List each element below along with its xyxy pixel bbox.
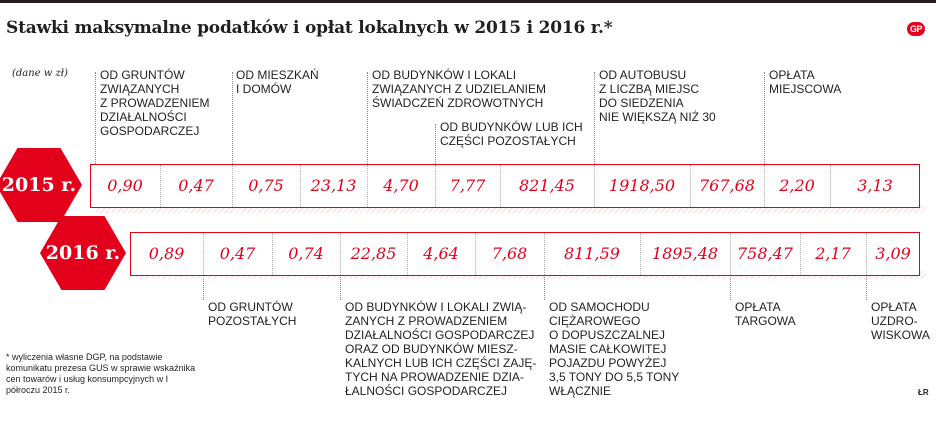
guide-line-bottom-2 — [340, 260, 341, 300]
value-2015-2: 0,47 — [178, 176, 214, 195]
cell-separator — [764, 165, 765, 207]
value-2015-6: 7,77 — [449, 176, 486, 195]
guide-line-top-2 — [232, 72, 233, 164]
band-shadow-2015 — [96, 205, 926, 213]
value-2015-10: 2,20 — [779, 176, 815, 195]
value-2016-4: 22,85 — [350, 244, 397, 263]
cell-separator — [272, 233, 273, 275]
values-band-2015 — [90, 164, 920, 208]
values-band-2016 — [130, 232, 920, 276]
footnote: * wyliczenia własne DGP, na podstawie ko… — [6, 352, 196, 395]
category-label-bottom-2: OD BUDYNKÓW I LOKALI ZWIĄ- ZANYCH Z PROW… — [345, 300, 537, 398]
value-2016-10: 2,17 — [815, 244, 851, 263]
guide-line-top-4 — [435, 124, 436, 164]
cell-separator — [367, 165, 368, 207]
units-note: (dane w zł) — [12, 68, 68, 79]
value-2015-1: 0,90 — [107, 176, 143, 195]
value-2015-11: 3,13 — [857, 176, 893, 195]
guide-line-bottom-5 — [866, 260, 867, 300]
year-badge-2015: 2015 r. — [0, 148, 82, 222]
cell-separator — [203, 233, 204, 275]
cell-separator — [866, 233, 867, 275]
value-2015-8: 1918,50 — [608, 176, 676, 195]
top-rule — [0, 0, 936, 3]
year-badge-2016: 2016 r. — [40, 216, 126, 290]
category-label-bottom-5: OPŁATA UZDRO- WISKOWA — [871, 300, 930, 342]
author-credit: ŁR — [918, 388, 929, 397]
guide-line-bottom-3 — [544, 260, 545, 300]
value-2016-2: 0,47 — [219, 244, 256, 263]
category-label-top-5: OD AUTOBUSU Z LICZBĄ MIEJSC DO SIEDZENIA… — [599, 68, 716, 124]
value-2016-7: 811,59 — [564, 244, 620, 263]
value-2016-3: 0,74 — [288, 244, 324, 263]
publisher-logo: GP — [907, 22, 925, 36]
guide-line-top-6 — [764, 72, 765, 164]
cell-separator — [160, 165, 161, 207]
guide-line-bottom-4 — [730, 260, 731, 300]
chart-title: Stawki maksymalne podatków i opłat lokal… — [6, 18, 613, 38]
cell-separator — [475, 233, 476, 275]
value-2015-4: 23,13 — [310, 176, 357, 195]
cell-separator — [232, 165, 233, 207]
category-label-top-6: OPŁATA MIEJSCOWA — [769, 68, 842, 96]
category-label-top-2: OD MIESZKAŃ I DOMÓW — [236, 68, 319, 96]
value-2015-3: 0,75 — [248, 176, 284, 195]
value-2016-6: 7,68 — [491, 244, 528, 263]
category-label-bottom-3: OD SAMOCHODU CIĘŻAROWEGO O DOPUSZCZALNEJ… — [549, 300, 680, 398]
cell-separator — [730, 233, 731, 275]
value-2015-7: 821,45 — [519, 176, 575, 195]
cell-separator — [594, 165, 595, 207]
cell-separator — [435, 165, 436, 207]
cell-separator — [640, 233, 641, 275]
category-label-bottom-1: OD GRUNTÓW POZOSTAŁYCH — [208, 300, 297, 328]
value-2015-9: 767,68 — [699, 176, 755, 195]
cell-separator — [300, 165, 301, 207]
cell-separator — [800, 233, 801, 275]
guide-line-top-3 — [367, 72, 368, 164]
cell-separator — [407, 233, 408, 275]
value-2015-5: 4,70 — [383, 176, 419, 195]
cell-separator — [544, 233, 545, 275]
cell-separator — [830, 165, 831, 207]
category-label-top-4: OD BUDYNKÓW LUB ICH CZĘŚCI POZOSTAŁYCH — [440, 120, 583, 148]
cell-separator — [500, 165, 501, 207]
guide-line-top-1 — [95, 72, 96, 164]
value-2016-11: 3,09 — [875, 244, 911, 263]
value-2016-9: 758,47 — [737, 244, 793, 263]
category-label-bottom-4: OPŁATA TARGOWA — [735, 300, 796, 328]
cell-separator — [340, 233, 341, 275]
value-2016-1: 0,89 — [148, 244, 185, 263]
value-2016-8: 1895,48 — [651, 244, 719, 263]
category-label-top-1: OD GRUNTÓW ZWIĄZANYCH Z PROWADZENIEM DZI… — [100, 68, 210, 138]
cell-separator — [690, 165, 691, 207]
guide-line-top-5 — [594, 72, 595, 164]
value-2016-5: 4,64 — [423, 244, 459, 263]
guide-line-bottom-1 — [203, 260, 204, 300]
category-label-top-3: OD BUDYNKÓW I LOKALI ZWIĄZANYCH Z UDZIEL… — [372, 68, 547, 110]
